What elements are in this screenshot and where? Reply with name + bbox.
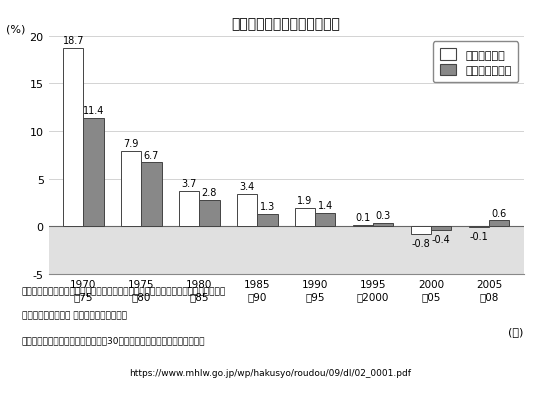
Text: 1.4: 1.4 (318, 200, 333, 211)
Text: 11.4: 11.4 (83, 106, 104, 116)
Text: https://www.mhlw.go.jp/wp/hakusyo/roudou/09/dl/02_0001.pdf: https://www.mhlw.go.jp/wp/hakusyo/roudou… (129, 368, 411, 377)
Bar (489, 221, 509, 227)
Text: -0.8: -0.8 (411, 238, 430, 248)
Text: 1.3: 1.3 (260, 201, 275, 211)
Bar (121, 152, 141, 227)
Bar (431, 227, 451, 230)
Legend: 現金給与総額, 消費者物価指数: 現金給与総額, 消費者物価指数 (433, 43, 518, 83)
Text: (年): (年) (509, 326, 524, 336)
Bar (257, 214, 278, 227)
Text: -0.1: -0.1 (469, 231, 488, 241)
Text: 7.9: 7.9 (124, 139, 139, 149)
Bar (373, 224, 394, 227)
Text: 3.4: 3.4 (239, 182, 255, 191)
Bar (199, 200, 220, 227)
Text: 6.7: 6.7 (144, 150, 159, 160)
Bar (179, 191, 199, 227)
Bar (237, 194, 257, 227)
Text: （注）現金給与総額は、事業所規模30人以上。消費者物価指数は、総合。: （注）現金給与総額は、事業所規模30人以上。消費者物価指数は、総合。 (22, 335, 205, 344)
Bar (411, 227, 431, 234)
Bar (49, 227, 524, 274)
Bar (295, 209, 315, 227)
Text: 厚生労働省労働政策 担当参事官室にて推計: 厚生労働省労働政策 担当参事官室にて推計 (22, 311, 126, 320)
Title: 賃金および物価上昇率の推移: 賃金および物価上昇率の推移 (232, 18, 341, 31)
Text: -0.4: -0.4 (432, 234, 450, 244)
Bar (63, 49, 83, 227)
Text: 1.9: 1.9 (298, 196, 313, 206)
Text: 0.6: 0.6 (491, 208, 507, 218)
Text: 資料出所：総務省統計局「消費者物価指数」、厚生労働省「毎月勤労統計調査」より: 資料出所：総務省統計局「消費者物価指数」、厚生労働省「毎月勤労統計調査」より (22, 286, 226, 295)
Bar (141, 163, 161, 227)
Text: 2.8: 2.8 (202, 187, 217, 197)
Bar (353, 226, 373, 227)
Text: (%): (%) (6, 25, 25, 34)
Text: 0.3: 0.3 (376, 211, 391, 221)
Text: 3.7: 3.7 (181, 179, 197, 189)
Bar (83, 119, 104, 227)
Text: 18.7: 18.7 (63, 36, 84, 46)
Bar (315, 213, 335, 227)
Text: 0.1: 0.1 (355, 213, 370, 223)
